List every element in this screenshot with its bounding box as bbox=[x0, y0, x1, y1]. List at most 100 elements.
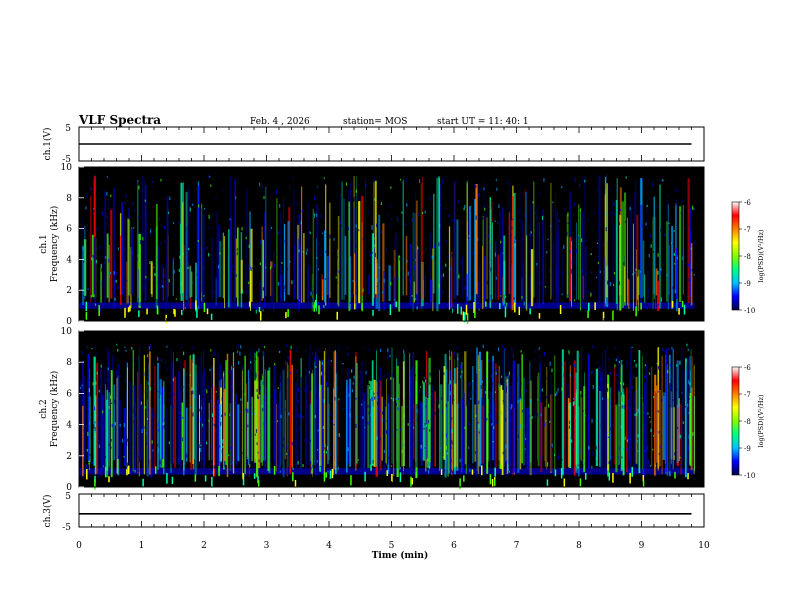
spectral-speckle bbox=[378, 449, 380, 453]
spectral-streak bbox=[412, 212, 414, 312]
spectral-speckle bbox=[629, 206, 631, 211]
spectral-speckle bbox=[463, 207, 465, 211]
spectral-streak bbox=[615, 199, 618, 304]
low-freq-burst bbox=[491, 479, 494, 487]
spectral-speckle bbox=[386, 372, 389, 375]
spectral-speckle bbox=[296, 369, 298, 374]
spectral-speckle bbox=[96, 227, 98, 232]
spectral-speckle bbox=[464, 204, 466, 208]
low-freq-burst bbox=[554, 469, 557, 477]
spectral-speckle bbox=[517, 216, 519, 219]
spectral-speckle bbox=[144, 199, 146, 202]
spectral-speckle bbox=[507, 180, 509, 185]
spectral-speckle bbox=[585, 239, 587, 243]
spectral-streak bbox=[229, 249, 231, 298]
spectral-speckle bbox=[636, 376, 639, 378]
spectral-speckle bbox=[161, 285, 164, 288]
spectral-speckle bbox=[393, 433, 395, 437]
spectral-streak bbox=[516, 376, 519, 465]
spectral-speckle bbox=[282, 443, 284, 448]
spectral-streak bbox=[680, 403, 682, 475]
spectral-speckle bbox=[164, 274, 166, 277]
spectral-speckle bbox=[535, 358, 537, 363]
spectral-speckle bbox=[316, 460, 318, 463]
spectral-speckle bbox=[607, 436, 609, 438]
spectral-speckle bbox=[650, 233, 652, 238]
spectral-speckle bbox=[414, 298, 416, 301]
spectral-speckle bbox=[236, 350, 239, 354]
spectral-speckle bbox=[451, 429, 453, 433]
spectral-streak bbox=[215, 276, 217, 305]
spectral-speckle bbox=[99, 264, 101, 268]
spectral-speckle bbox=[389, 350, 391, 354]
spectral-streak bbox=[652, 216, 654, 310]
spectral-speckle bbox=[337, 462, 339, 465]
spectral-streak bbox=[126, 367, 128, 475]
spectral-streak bbox=[505, 372, 508, 477]
spectral-speckle bbox=[163, 425, 165, 429]
spectral-speckle bbox=[680, 211, 682, 214]
spectral-speckle bbox=[486, 417, 488, 421]
spectral-speckle bbox=[82, 246, 84, 251]
spectral-speckle bbox=[421, 372, 423, 376]
spectral-streak bbox=[358, 201, 361, 304]
spectral-streak bbox=[579, 211, 581, 308]
spectral-streak bbox=[347, 189, 349, 307]
spectral-speckle bbox=[230, 446, 232, 450]
spectral-streak bbox=[301, 186, 303, 303]
spectral-speckle bbox=[688, 412, 690, 414]
spectral-streak bbox=[83, 225, 86, 300]
spectral-speckle bbox=[222, 439, 224, 444]
spectral-speckle bbox=[106, 222, 108, 226]
spectral-speckle bbox=[349, 302, 351, 305]
spectral-speckle bbox=[237, 361, 240, 365]
spectral-streak bbox=[93, 237, 97, 305]
spectral-speckle bbox=[505, 417, 507, 422]
spectral-speckle bbox=[109, 272, 112, 275]
spectral-speckle bbox=[445, 404, 448, 408]
low-freq-burst bbox=[415, 472, 417, 479]
spectral-speckle bbox=[275, 254, 277, 256]
spectral-speckle bbox=[677, 404, 679, 409]
spectral-speckle bbox=[427, 392, 429, 397]
spectral-streak bbox=[336, 353, 338, 468]
spectral-speckle bbox=[664, 363, 666, 366]
spectral-streak bbox=[256, 351, 258, 477]
spectral-speckle bbox=[564, 189, 566, 192]
spectral-speckle bbox=[463, 279, 465, 281]
spectral-speckle bbox=[255, 307, 258, 311]
spectral-speckle bbox=[262, 408, 264, 412]
spectral-speckle bbox=[208, 385, 210, 389]
spectral-speckle bbox=[568, 406, 570, 409]
spectral-streak bbox=[311, 373, 314, 474]
ch1-ytick-top: 5 bbox=[65, 124, 71, 134]
spectral-speckle bbox=[686, 409, 689, 412]
spectral-speckle bbox=[313, 195, 316, 201]
spectral-speckle bbox=[495, 179, 497, 182]
spectral-speckle bbox=[613, 469, 615, 472]
spectral-speckle bbox=[645, 449, 647, 453]
spectral-speckle bbox=[448, 214, 450, 218]
spectral-speckle bbox=[667, 196, 669, 199]
low-freq-burst bbox=[465, 304, 468, 315]
spectral-streak bbox=[249, 268, 251, 311]
low-freq-burst bbox=[85, 301, 88, 312]
spectral-streak bbox=[83, 396, 86, 462]
spectral-speckle bbox=[545, 396, 548, 399]
spectral-speckle bbox=[288, 359, 291, 364]
spectral-speckle bbox=[154, 277, 157, 281]
spectral-speckle bbox=[675, 203, 677, 206]
spectral-speckle bbox=[313, 205, 315, 207]
spectral-speckle bbox=[350, 408, 352, 411]
spectral-speckle bbox=[549, 420, 551, 423]
spectral-streak bbox=[654, 391, 656, 463]
spectral-speckle bbox=[306, 248, 308, 252]
spectral-speckle bbox=[561, 280, 563, 284]
spectral-speckle bbox=[214, 352, 216, 356]
spectral-streak bbox=[272, 251, 275, 312]
spectral-speckle bbox=[102, 465, 105, 468]
spectral-streak bbox=[371, 406, 374, 466]
spectral-speckle bbox=[322, 217, 325, 220]
spectral-speckle bbox=[283, 285, 285, 290]
spectral-speckle bbox=[478, 431, 480, 434]
